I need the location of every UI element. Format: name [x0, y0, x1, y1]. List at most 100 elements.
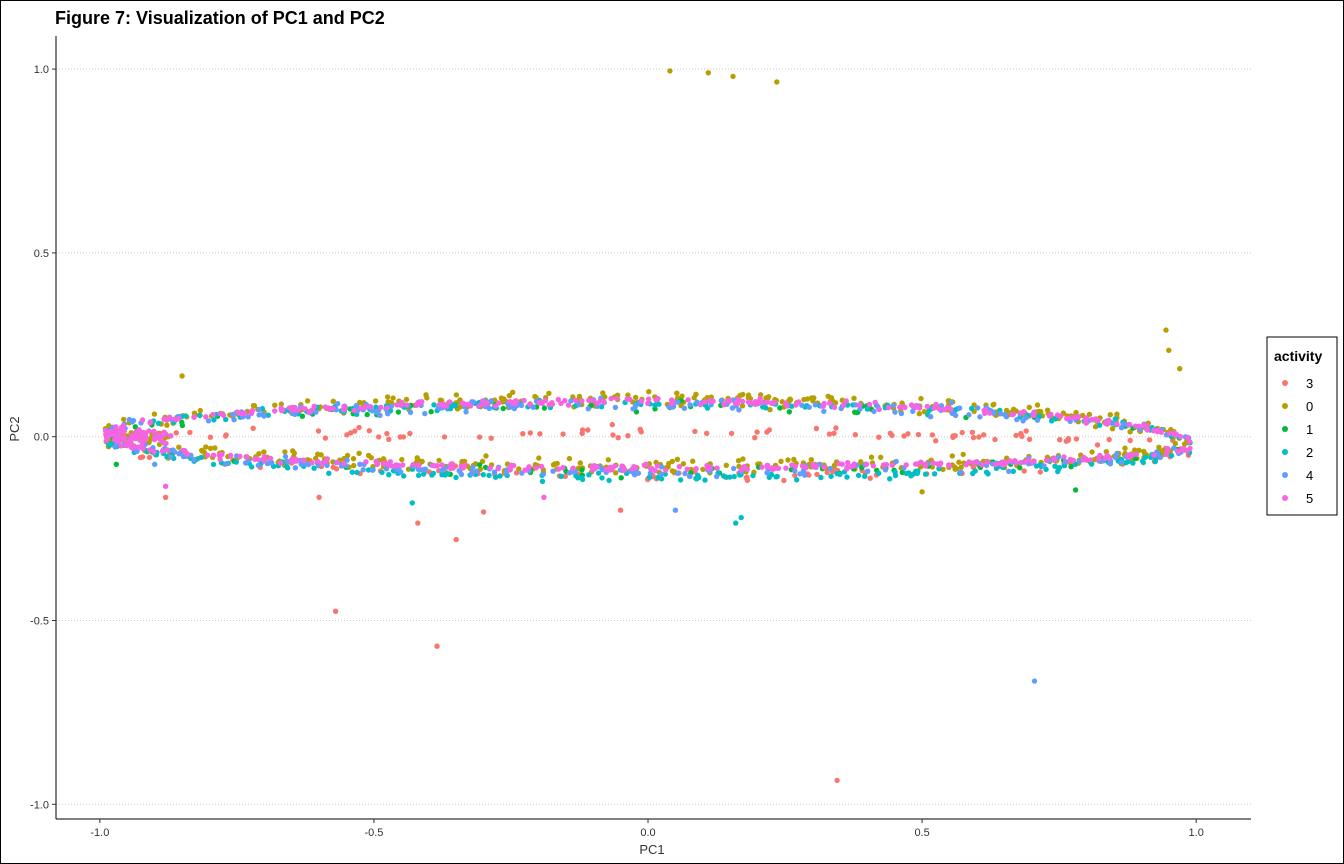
data-point	[114, 428, 121, 434]
data-point	[126, 439, 132, 445]
data-point	[675, 470, 681, 476]
data-point	[827, 465, 833, 472]
data-point	[330, 464, 336, 470]
data-point	[924, 403, 930, 410]
data-point	[786, 409, 792, 415]
data-point	[1123, 460, 1129, 466]
data-point	[1168, 452, 1175, 459]
data-point	[922, 463, 929, 469]
data-point	[1023, 428, 1029, 434]
data-point	[516, 466, 522, 472]
data-point	[1112, 416, 1119, 422]
data-point	[728, 430, 735, 437]
data-point	[613, 395, 620, 402]
data-point	[950, 434, 956, 440]
data-point	[720, 473, 727, 479]
data-point	[261, 449, 267, 455]
data-point	[175, 415, 182, 422]
data-point	[170, 447, 176, 453]
data-point	[692, 428, 698, 435]
data-point	[970, 434, 977, 441]
data-point	[852, 432, 858, 438]
data-point	[833, 425, 839, 431]
data-point	[311, 465, 317, 471]
data-point	[878, 454, 884, 460]
data-point	[1023, 414, 1029, 421]
data-point	[883, 462, 890, 468]
data-point	[732, 400, 739, 407]
data-point	[278, 401, 284, 407]
data-point	[690, 458, 696, 464]
data-point	[808, 457, 814, 463]
data-point	[579, 467, 585, 473]
data-point	[915, 461, 921, 467]
legend-label-2: 2	[1306, 445, 1313, 460]
legend-title: activity	[1274, 348, 1322, 364]
data-point	[182, 413, 189, 419]
data-point	[958, 469, 964, 475]
data-point	[744, 466, 750, 473]
data-point	[113, 461, 120, 467]
data-point	[599, 475, 605, 481]
data-point	[740, 464, 746, 471]
data-point	[1185, 434, 1191, 441]
data-point	[572, 397, 579, 404]
data-point	[440, 401, 446, 407]
data-point	[1089, 449, 1095, 455]
data-point	[1136, 447, 1142, 453]
data-point	[463, 409, 469, 415]
data-point	[316, 494, 322, 500]
data-point	[394, 402, 400, 408]
data-point	[1034, 402, 1041, 408]
data-point	[395, 409, 402, 415]
data-point	[1072, 414, 1079, 420]
data-point	[898, 410, 905, 417]
data-point	[527, 401, 533, 408]
data-point	[840, 402, 847, 408]
y-axis-title: PC2	[7, 416, 22, 441]
data-point	[400, 462, 406, 468]
data-point	[290, 448, 296, 454]
data-point	[353, 402, 359, 409]
data-point	[179, 419, 185, 426]
data-point	[269, 460, 275, 466]
x-tick-label: -0.5	[364, 827, 383, 839]
data-point	[424, 395, 430, 401]
data-point	[210, 452, 217, 458]
data-point	[304, 398, 311, 404]
data-point	[700, 466, 706, 473]
data-point	[314, 458, 321, 465]
data-point	[982, 410, 988, 417]
data-point	[163, 440, 169, 447]
y-tick-label: -1.0	[30, 799, 49, 811]
data-point	[555, 396, 561, 403]
data-point	[518, 402, 525, 409]
data-point	[428, 409, 434, 415]
data-point	[565, 402, 572, 408]
data-point	[916, 411, 922, 417]
data-point	[439, 467, 445, 474]
data-point	[991, 410, 997, 416]
legend-key-3	[1282, 380, 1288, 386]
data-point	[1041, 463, 1047, 469]
data-point	[638, 429, 644, 435]
axes	[55, 36, 1251, 820]
data-point	[836, 461, 842, 467]
data-point	[1009, 411, 1015, 418]
data-point	[566, 470, 573, 476]
data-point	[992, 436, 998, 443]
data-point	[821, 464, 827, 470]
data-point	[906, 470, 912, 476]
data-point	[1109, 426, 1116, 432]
data-point	[938, 460, 944, 466]
data-point	[203, 414, 209, 420]
data-point	[360, 467, 366, 473]
data-point	[940, 466, 946, 472]
data-point	[388, 463, 394, 469]
data-point	[682, 470, 688, 477]
data-point	[1177, 366, 1183, 372]
data-point	[998, 411, 1004, 417]
data-point	[537, 431, 543, 437]
data-point	[216, 452, 222, 458]
data-point	[558, 400, 564, 407]
